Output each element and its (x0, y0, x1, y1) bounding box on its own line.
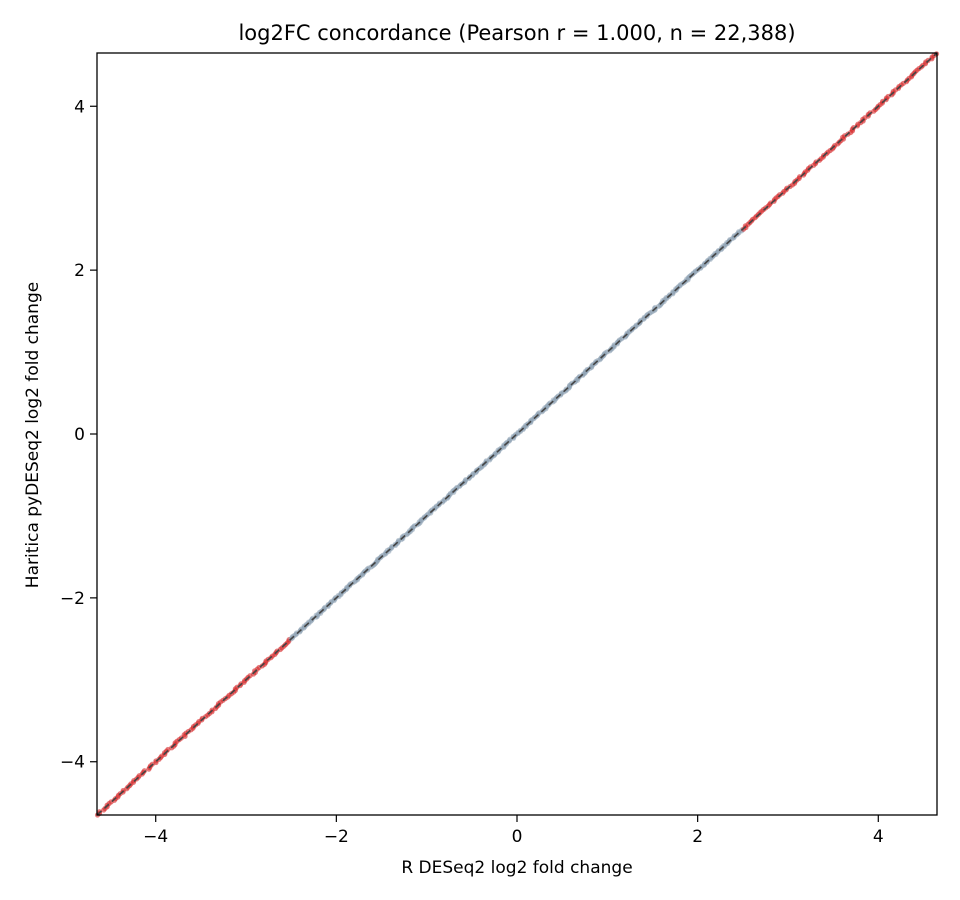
x-tick-label: 0 (512, 827, 523, 847)
x-tick-label: 4 (873, 827, 884, 847)
x-axis: −4 −2 0 2 4 (143, 815, 884, 847)
x-tick-label: −2 (324, 827, 349, 847)
y-tick-label: −4 (60, 753, 85, 773)
y-axis: −4 −2 0 2 4 (60, 97, 97, 773)
y-tick-label: 2 (74, 261, 85, 281)
identity-line (96, 52, 938, 816)
data-point-significant (141, 768, 148, 774)
chart-title: log2FC concordance (Pearson r = 1.000, n… (238, 21, 795, 45)
x-axis-label: R DESeq2 log2 fold change (401, 858, 632, 878)
y-axis-label: Haritica pyDESeq2 log2 fold change (23, 282, 43, 588)
y-tick-label: 0 (74, 425, 85, 445)
x-tick-label: 2 (692, 827, 703, 847)
x-tick-label: −4 (143, 827, 168, 847)
y-tick-label: −2 (60, 589, 85, 609)
y-tick-label: 4 (74, 97, 85, 117)
plot-area (94, 51, 940, 818)
